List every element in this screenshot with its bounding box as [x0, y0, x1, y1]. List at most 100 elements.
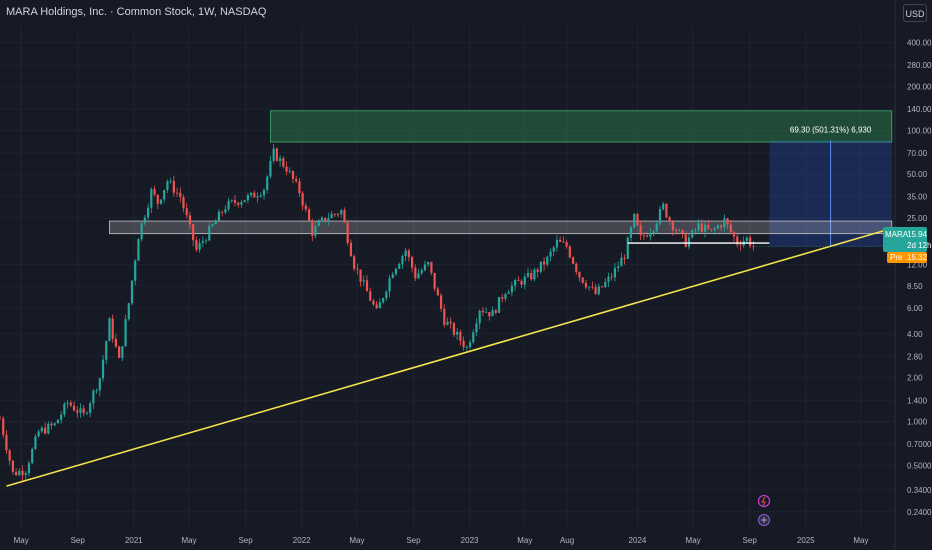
price-axis[interactable]: 400.00 280.00 200.00 140.00 100.00 70.00 50.00…	[907, 39, 932, 517]
candle-body	[11, 460, 14, 472]
candle-body	[5, 434, 8, 451]
candle-body	[175, 192, 179, 194]
candle-body	[201, 241, 204, 243]
candle-body	[246, 195, 249, 201]
candle-body	[459, 331, 462, 341]
candle-body	[523, 276, 526, 285]
candle-body	[439, 295, 443, 309]
y-tick-label: 2.80	[907, 352, 923, 361]
candle-body	[365, 280, 369, 292]
candle-body	[282, 158, 285, 167]
candle-body	[79, 408, 82, 413]
candle-body	[749, 237, 752, 246]
candle-body	[604, 281, 607, 287]
candle-body	[684, 233, 687, 247]
ascending-trendline[interactable]	[6, 226, 896, 487]
x-tick-label: 2022	[293, 536, 311, 545]
candle-body	[85, 412, 89, 414]
candle-body	[40, 427, 43, 432]
candle-body	[301, 193, 304, 206]
candle-body	[610, 276, 613, 278]
candle-body	[678, 229, 681, 231]
candle-body	[188, 215, 192, 225]
x-tick-label: 2025	[797, 536, 815, 545]
y-tick-label: 35.00	[907, 193, 928, 202]
candle-body	[497, 297, 501, 313]
candle-body	[269, 160, 272, 177]
candle-body	[446, 321, 449, 325]
candle-body	[617, 266, 620, 269]
candle-body	[674, 230, 678, 231]
candle-body	[214, 220, 217, 225]
candle-body	[0, 418, 2, 420]
candle-body	[449, 321, 452, 324]
candle-body	[221, 211, 224, 213]
candle-body	[333, 213, 336, 215]
candle-body	[159, 199, 163, 204]
candle-body	[710, 228, 713, 230]
price-badges: MARA 15.94 2d 12h Pre 15.32	[883, 227, 931, 263]
candle-body	[642, 235, 645, 237]
candle-body	[514, 280, 517, 286]
candle-body	[732, 232, 736, 237]
candle-body	[485, 312, 488, 313]
candle-body	[349, 242, 353, 257]
candle-body	[655, 223, 658, 232]
candle-body	[517, 280, 520, 281]
candle-body	[250, 192, 253, 196]
candle-body	[346, 222, 349, 243]
candle-body	[320, 217, 324, 222]
candle-body	[18, 470, 21, 476]
candle-body	[137, 239, 140, 261]
candle-body	[600, 286, 604, 288]
measure-label: 69.30 (501.31%) 6,930	[790, 126, 872, 135]
currency-button[interactable]: USD	[903, 4, 927, 22]
candle-body	[401, 256, 404, 265]
candle-body	[491, 310, 494, 317]
candle-body	[327, 218, 330, 221]
candle-body	[56, 419, 60, 424]
y-tick-label: 280.00	[907, 61, 932, 70]
time-axis[interactable]: May Sep 2021 May Sep 2022 May Sep 2023 May Aug 2024…	[14, 536, 869, 545]
y-tick-label: 0.3400	[907, 486, 932, 495]
candle-body	[369, 291, 372, 301]
candle-body	[27, 463, 31, 474]
candle-body	[533, 269, 536, 280]
candle-body	[681, 229, 684, 234]
x-tick-label: Sep	[238, 536, 253, 545]
bar-countdown: 2d 12h	[907, 241, 931, 250]
candle-body	[478, 310, 481, 324]
candle-body	[549, 251, 552, 257]
y-tick-label: 400.00	[907, 39, 932, 48]
candle-body	[2, 418, 5, 435]
y-tick-label: 1.000	[907, 418, 928, 427]
y-tick-label: 1.400	[907, 396, 928, 405]
candle-body	[465, 347, 468, 348]
candle-body	[304, 205, 307, 210]
symbol-badge-label: MARA	[885, 230, 909, 239]
event-icons[interactable]	[757, 494, 771, 527]
last-price-value: 15.94	[907, 230, 928, 239]
candle-body	[82, 408, 85, 414]
x-tick-label: May	[181, 536, 196, 545]
x-tick-label: Sep	[71, 536, 86, 545]
y-tick-label: 70.00	[907, 149, 928, 158]
candle-body	[240, 202, 243, 205]
x-tick-label: May	[14, 536, 29, 545]
candle-body	[198, 242, 201, 250]
y-tick-label: 25.00	[907, 214, 928, 223]
candle-body	[671, 221, 674, 231]
lightning-event-icon[interactable]	[757, 494, 771, 508]
candle-body	[668, 217, 671, 222]
candle-body	[510, 285, 513, 293]
candle-body	[92, 390, 95, 404]
candle-body	[385, 291, 388, 299]
candle-body	[243, 200, 246, 203]
candle-body	[314, 226, 317, 236]
candle-body	[414, 267, 417, 279]
candle-body	[166, 181, 169, 190]
candle-body	[272, 148, 275, 161]
candle-body	[24, 473, 27, 476]
y-tick-label: 0.5000	[907, 461, 932, 470]
